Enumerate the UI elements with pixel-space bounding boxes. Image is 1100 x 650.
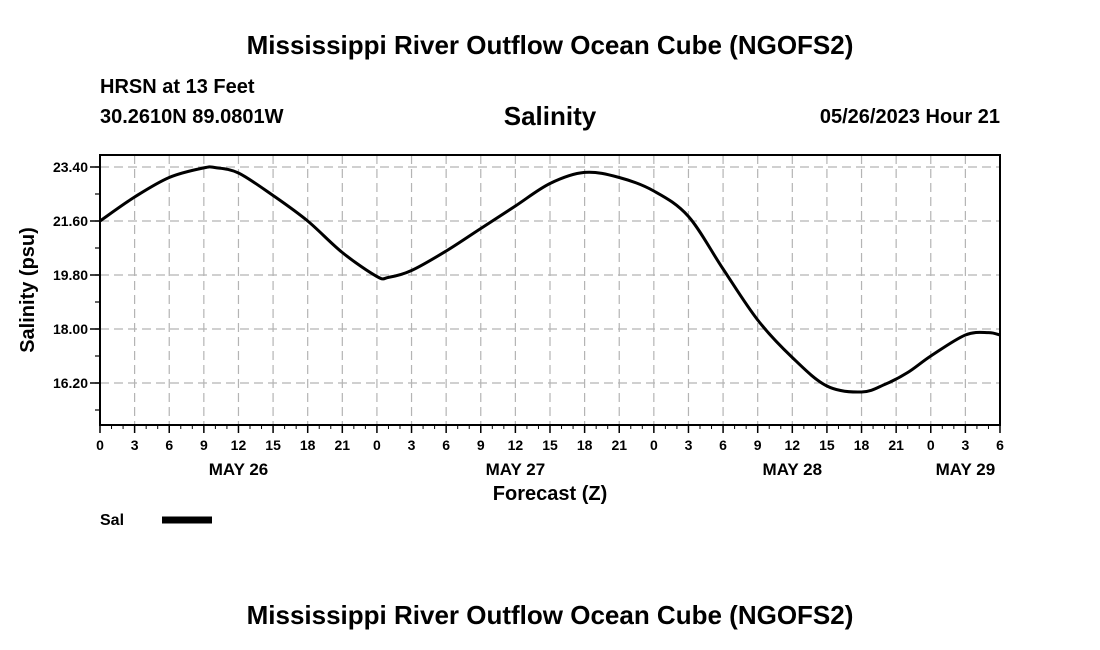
x-tick-label: 21 — [611, 437, 627, 453]
x-tick-label: 9 — [754, 437, 762, 453]
x-tick-label: 9 — [477, 437, 485, 453]
x-tick-label: 18 — [300, 437, 316, 453]
x-tick-label: 0 — [96, 437, 104, 453]
y-tick-label: 16.20 — [53, 375, 88, 391]
x-tick-label: 6 — [996, 437, 1004, 453]
x-tick-label: 0 — [650, 437, 658, 453]
x-tick-label: 0 — [927, 437, 935, 453]
x-tick-label: 3 — [131, 437, 139, 453]
day-label: MAY 26 — [209, 460, 269, 479]
grid-layer — [100, 155, 1000, 425]
y-tick-label: 23.40 — [53, 159, 88, 175]
x-tick-label: 3 — [408, 437, 416, 453]
plot-frame — [99, 154, 1001, 426]
legend: Sal — [100, 512, 212, 529]
main-title: Mississippi River Outflow Ocean Cube (NG… — [246, 30, 854, 60]
series-line-sal — [99, 165, 1001, 394]
x-tick-label: 15 — [265, 437, 281, 453]
forecast-datetime: 05/26/2023 Hour 21 — [819, 106, 1000, 128]
x-tick-label: 6 — [165, 437, 173, 453]
x-tick-label: 18 — [577, 437, 593, 453]
y-axis-label: Salinity (psu) — [17, 227, 39, 353]
x-tick-label: 12 — [231, 437, 247, 453]
footer-title: Mississippi River Outflow Ocean Cube (NG… — [246, 600, 854, 630]
day-label: MAY 29 — [936, 460, 996, 479]
x-tick-label: 3 — [685, 437, 693, 453]
day-label: MAY 27 — [486, 460, 546, 479]
x-tick-label: 6 — [719, 437, 727, 453]
x-tick-label: 18 — [854, 437, 870, 453]
station-coordinates: 30.2610N 89.0801W — [100, 106, 284, 128]
x-tick-label: 3 — [961, 437, 969, 453]
y-tick-label: 19.80 — [53, 267, 88, 283]
y-tick-label: 21.60 — [53, 213, 88, 229]
day-label: MAY 28 — [763, 460, 823, 479]
x-tick-label: 12 — [785, 437, 801, 453]
x-tick-label: 9 — [200, 437, 208, 453]
axis-layer: 16.20 18.00 19.80 21.60 23.40 0 3 6 9 12 15 18 21 0 3 6… — [53, 159, 1004, 479]
station-label: HRSN at 13 Feet — [100, 76, 255, 98]
x-axis-label: Forecast (Z) — [493, 483, 607, 505]
y-tick-label: 18.00 — [53, 321, 88, 337]
chart-title: Salinity — [503, 101, 597, 131]
x-tick-label: 0 — [373, 437, 381, 453]
x-tick-label: 15 — [542, 437, 558, 453]
x-tick-label: 12 — [508, 437, 524, 453]
x-tick-label: 21 — [888, 437, 904, 453]
x-tick-label: 15 — [819, 437, 835, 453]
legend-label-sal: Sal — [100, 512, 124, 529]
x-tick-label: 21 — [335, 437, 351, 453]
series-layer — [99, 165, 1001, 394]
x-tick-label: 6 — [442, 437, 450, 453]
